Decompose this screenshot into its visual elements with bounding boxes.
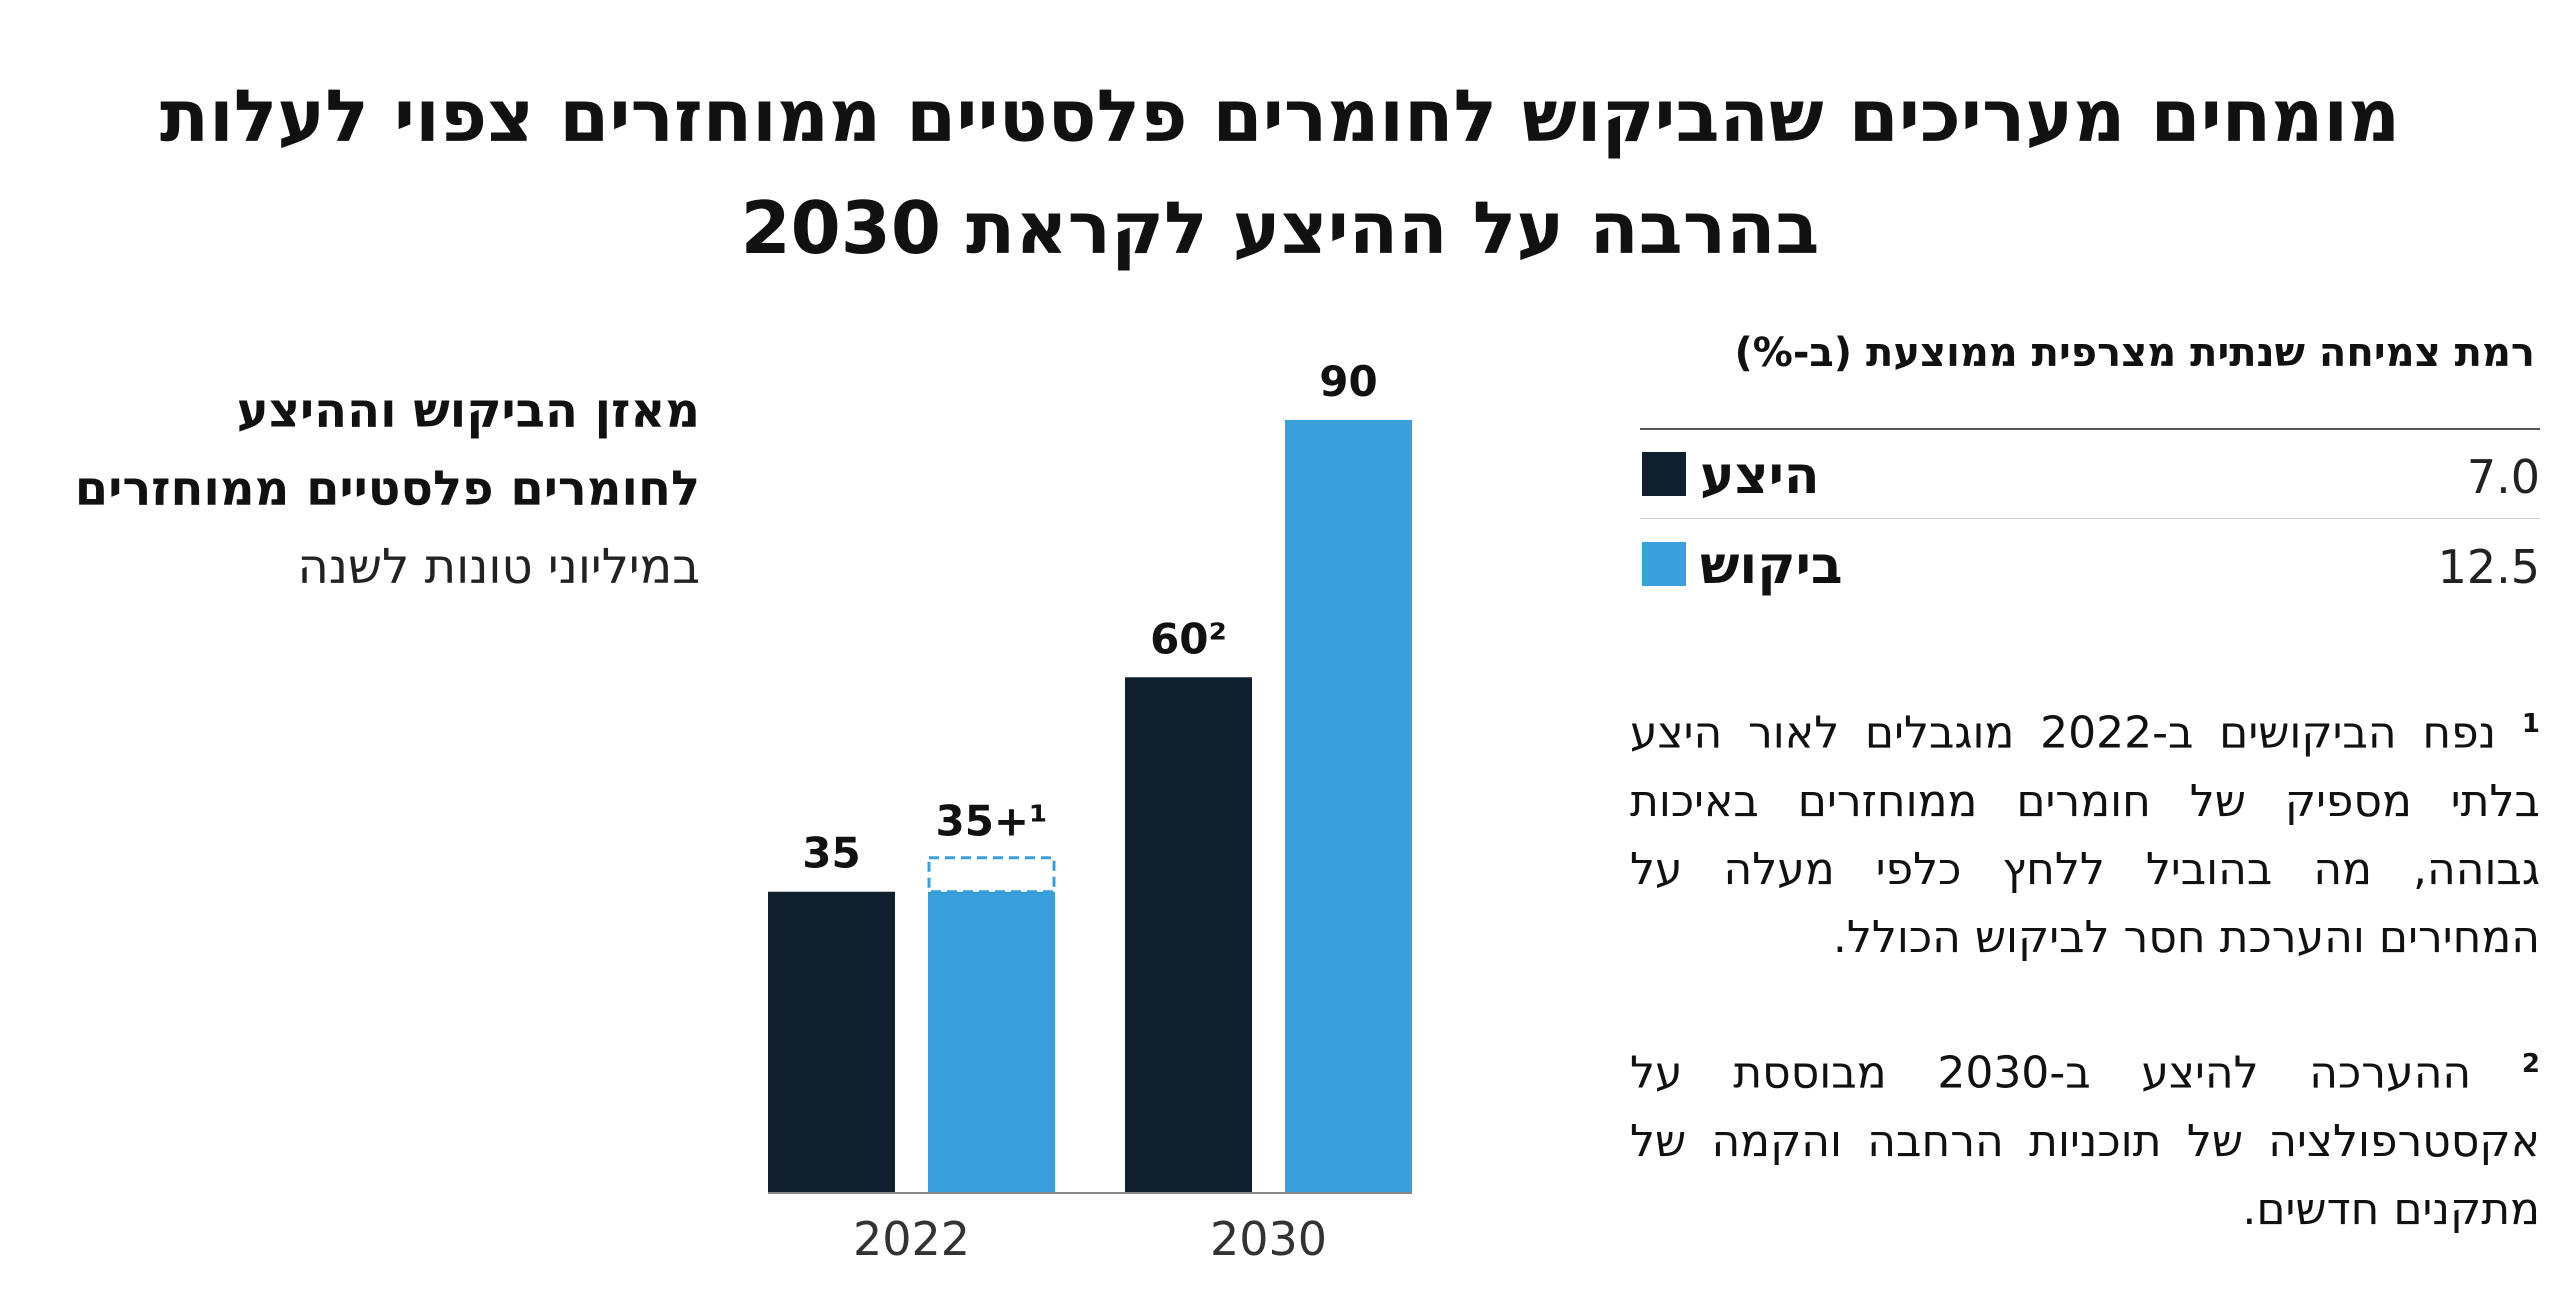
legend-item-demand: ביקוש 12.5 xyxy=(1640,520,2540,610)
legend-divider-top xyxy=(1640,428,2540,430)
title-line-2: בהרבה על ההיצע לקראת 2030 xyxy=(740,186,1820,270)
legend-title: רמת צמיחה שנתית מצרפית ממוצעת (ב-%) xyxy=(1734,330,2535,376)
legend-label-supply: היצע xyxy=(1700,446,1820,506)
legend-label-demand: ביקוש xyxy=(1700,536,1843,596)
legend-swatch-supply xyxy=(1642,452,1686,496)
chart-title: מומחים מעריכים שהביקוש לחומרים פלסטיים מ… xyxy=(60,60,2500,284)
subheading-line-1: מאזן הביקוש וההיצע xyxy=(236,383,700,439)
legend-swatch-demand xyxy=(1642,542,1686,586)
bar-2022-unmet-demand-outline xyxy=(927,856,1056,894)
legend-divider xyxy=(1640,518,2540,519)
data-label-2022-0: 35 xyxy=(802,829,860,878)
bar-2030-1 xyxy=(1285,419,1412,1192)
data-label-2022-1: 35+¹ xyxy=(935,797,1047,846)
x-tick-label-2030: 2030 xyxy=(1210,1212,1327,1266)
bar-2022-0 xyxy=(768,891,895,1192)
data-label-2030-0: 60² xyxy=(1150,614,1227,663)
footnote-1-text: נפח הביקושים ב-2022 מוגבלים לאור היצע בל… xyxy=(1630,707,2540,963)
legend-value-demand: 12.5 xyxy=(2437,540,2540,594)
footnote-1: 1 נפח הביקושים ב-2022 מוגבלים לאור היצע … xyxy=(1630,690,2540,972)
chart-subheading: מאזן הביקוש וההיצע לחומרים פלסטיים ממוחז… xyxy=(20,372,700,606)
footnote-2-marker: 2 xyxy=(2521,1049,2540,1079)
unit-label: במיליוני טונות לשנה xyxy=(297,539,700,595)
footnote-2: 2 ההערכה להיצע ב-2030 מבוססת על אקסטרפול… xyxy=(1630,1030,2540,1244)
bar-chart: 35 35+¹ 2022 60² 90 2030 xyxy=(768,357,1412,1266)
footnote-1-marker: 1 xyxy=(2521,709,2540,739)
footnote-2-text: ההערכה להיצע ב-2030 מבוססת על אקסטרפולצי… xyxy=(1630,1047,2540,1235)
legend-item-supply: היצע 7.0 xyxy=(1640,430,2540,520)
legend-value-supply: 7.0 xyxy=(2466,450,2540,504)
bar-2030-0 xyxy=(1125,677,1252,1192)
subheading-line-2: לחומרים פלסטיים ממוחזרים xyxy=(74,461,700,517)
data-label-2030-1: 90 xyxy=(1319,357,1377,406)
title-line-1: מומחים מעריכים שהביקוש לחומרים פלסטיים מ… xyxy=(159,74,2401,158)
bar-2022-1 xyxy=(928,891,1055,1192)
x-tick-label-2022: 2022 xyxy=(853,1212,970,1266)
